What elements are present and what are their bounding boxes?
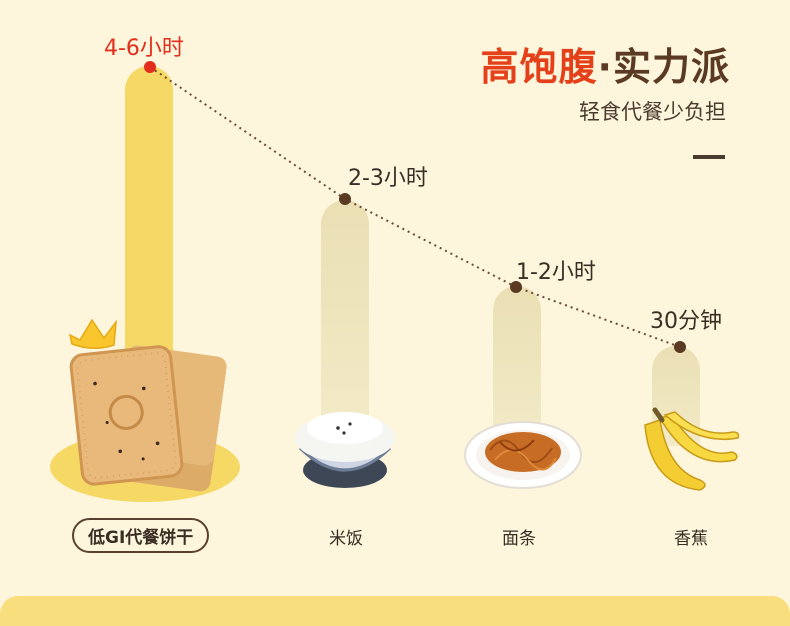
headline-part1: 高饱腹 (480, 45, 598, 89)
point-banana (674, 341, 686, 353)
point-noodles (510, 281, 522, 293)
time-label-biscuit: 4-6小时 (104, 36, 184, 61)
time-label-rice: 2-3小时 (348, 166, 428, 191)
banana-bunch-image (644, 407, 740, 491)
rice-bowl-image (295, 412, 395, 488)
crown-icon (68, 318, 117, 349)
headline-dot: · (597, 45, 613, 89)
bar-noodles (493, 286, 541, 446)
food-label-rice: 米饭 (329, 529, 363, 549)
point-rice (339, 193, 351, 205)
food-label-biscuit: 低GI代餐饼干 (72, 518, 210, 553)
food-label-banana: 香蕉 (674, 529, 708, 549)
noodles-plate-image (464, 421, 582, 489)
divider-dash (693, 155, 725, 159)
biscuit-stack-image (69, 345, 227, 492)
headline-part2: 实力派 (612, 45, 730, 89)
bottom-strip (0, 596, 790, 626)
subtitle: 轻食代餐少负担 (579, 100, 726, 124)
food-label-noodles: 面条 (502, 529, 536, 549)
point-biscuit (144, 61, 156, 73)
bar-rice (321, 200, 369, 440)
headline: 高饱腹·实力派 (481, 36, 730, 91)
time-label-noodles: 1-2小时 (516, 260, 596, 285)
trend-dotted-line (149, 66, 681, 348)
time-label-banana: 30分钟 (650, 309, 722, 334)
